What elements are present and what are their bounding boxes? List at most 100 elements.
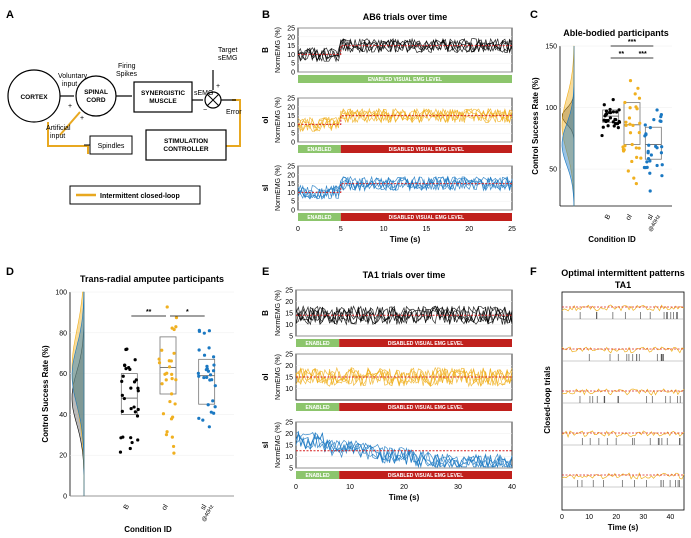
- plot-area: [297, 27, 513, 73]
- data-point: [628, 131, 633, 135]
- data-point: [613, 122, 618, 126]
- panel-a-label: A: [6, 9, 14, 21]
- data-point: [135, 414, 140, 418]
- data-point: [121, 374, 125, 378]
- y-tick-label: 60: [59, 371, 67, 378]
- feedback-path-left: [47, 122, 89, 154]
- y-tick-label: 0: [291, 140, 295, 147]
- panel-a: A CORTEX SPINAL CORD SYNERGISTIC MUSCLE Vo…: [6, 9, 242, 205]
- y-tick-label: 25: [287, 96, 295, 103]
- enabled-bar: [296, 471, 340, 479]
- data-point: [202, 331, 206, 335]
- significance-label: ***: [639, 51, 647, 58]
- data-point: [123, 363, 127, 368]
- data-point: [608, 107, 612, 112]
- data-point: [122, 396, 126, 401]
- trial-trace: [297, 108, 513, 130]
- chart-subtitle: TA1: [615, 280, 631, 290]
- data-point: [170, 326, 174, 330]
- y-tick-label: 5: [289, 334, 293, 341]
- ts-line-2: sEMG: [218, 55, 237, 62]
- y-tick-label: 5: [291, 61, 295, 68]
- enabled-bar: [298, 75, 512, 83]
- trial-trace: [295, 366, 513, 387]
- x-tick-label: 10: [380, 226, 388, 233]
- panel-e: TA1 trials over time 5 10 15 20 25 ENABLED DISA…: [261, 270, 516, 502]
- x-axis-title: Time (s): [390, 235, 421, 244]
- trial-trace: [297, 175, 513, 200]
- data-point: [659, 115, 663, 119]
- data-point: [600, 133, 604, 138]
- data-point: [120, 409, 124, 414]
- significance-label: **: [619, 51, 625, 58]
- significance-label: **: [146, 309, 152, 316]
- data-point: [606, 124, 610, 128]
- stim-line-1: STIMULATION: [164, 138, 208, 145]
- data-point: [623, 100, 627, 105]
- data-point: [634, 105, 638, 109]
- x-tick-label: 5: [339, 226, 343, 233]
- y-axis-title: NormEMG (%): [275, 290, 282, 336]
- y-tick-label: 15: [285, 311, 293, 318]
- condition-label: ol: [261, 373, 270, 380]
- y-tick-label: 20: [285, 363, 293, 370]
- condition-label: sl: [261, 442, 270, 449]
- enabled-bar: [296, 339, 340, 347]
- data-point: [637, 146, 641, 150]
- data-point: [627, 116, 632, 120]
- disabled-bar-label: DISABLED VISUAL EMG LEVEL: [388, 405, 463, 411]
- y-tick-label: 20: [285, 431, 293, 438]
- data-point: [631, 123, 635, 127]
- trial-trace: [296, 367, 513, 387]
- error-label: Error: [226, 109, 242, 116]
- y-tick-label: 20: [287, 34, 295, 41]
- chart-title: Optimal intermittent patterns: [561, 268, 685, 278]
- diagram-legend: [69, 185, 201, 205]
- data-point: [167, 365, 172, 369]
- significance-label: *: [186, 309, 189, 316]
- stim-line-2: CONTROLLER: [163, 146, 208, 153]
- data-point: [646, 149, 650, 153]
- y-axis-title: Control Success Rate (%): [41, 345, 50, 443]
- density-violin: [561, 45, 575, 207]
- vi-line-1: Voluntary: [58, 73, 88, 80]
- spinal-line-1: SPINAL: [84, 89, 108, 96]
- disabled-bar: [339, 403, 512, 411]
- data-point: [170, 377, 174, 381]
- data-point: [132, 380, 137, 384]
- spinal-cord-label: SPINAL CORD: [84, 89, 108, 104]
- data-point: [161, 412, 166, 416]
- data-point: [623, 144, 627, 148]
- x-tick-label: 10: [585, 514, 593, 521]
- minus-sign: −: [203, 107, 207, 114]
- data-point: [647, 143, 651, 147]
- data-point: [655, 146, 659, 150]
- data-point: [616, 126, 620, 130]
- data-point: [136, 407, 140, 412]
- panel-c: Able-bodied participants 50 100 150 Control …: [531, 28, 672, 244]
- spinal-cord-node: [75, 75, 117, 117]
- x-tick-label: B: [123, 503, 132, 511]
- y-tick-label: 80: [59, 330, 67, 337]
- data-point: [211, 369, 216, 373]
- data-point: [655, 108, 659, 112]
- data-point: [130, 440, 134, 445]
- data-point: [212, 363, 216, 367]
- x-axis-title: Condition ID: [588, 235, 636, 244]
- y-tick-label: 50: [549, 167, 557, 174]
- data-point: [644, 132, 648, 137]
- data-point: [129, 436, 133, 440]
- y-tick-label: 20: [59, 453, 67, 460]
- data-point: [617, 108, 621, 112]
- data-point: [636, 86, 640, 90]
- y-tick-label: 10: [285, 454, 293, 461]
- x-tick-label: 25: [508, 226, 516, 233]
- data-point: [617, 120, 622, 124]
- y-axis-title: Closed-loop trials: [543, 366, 552, 434]
- trial-trace: [561, 472, 685, 480]
- y-tick-label: 150: [545, 44, 557, 51]
- data-point: [608, 116, 613, 120]
- target-threshold: [298, 115, 512, 125]
